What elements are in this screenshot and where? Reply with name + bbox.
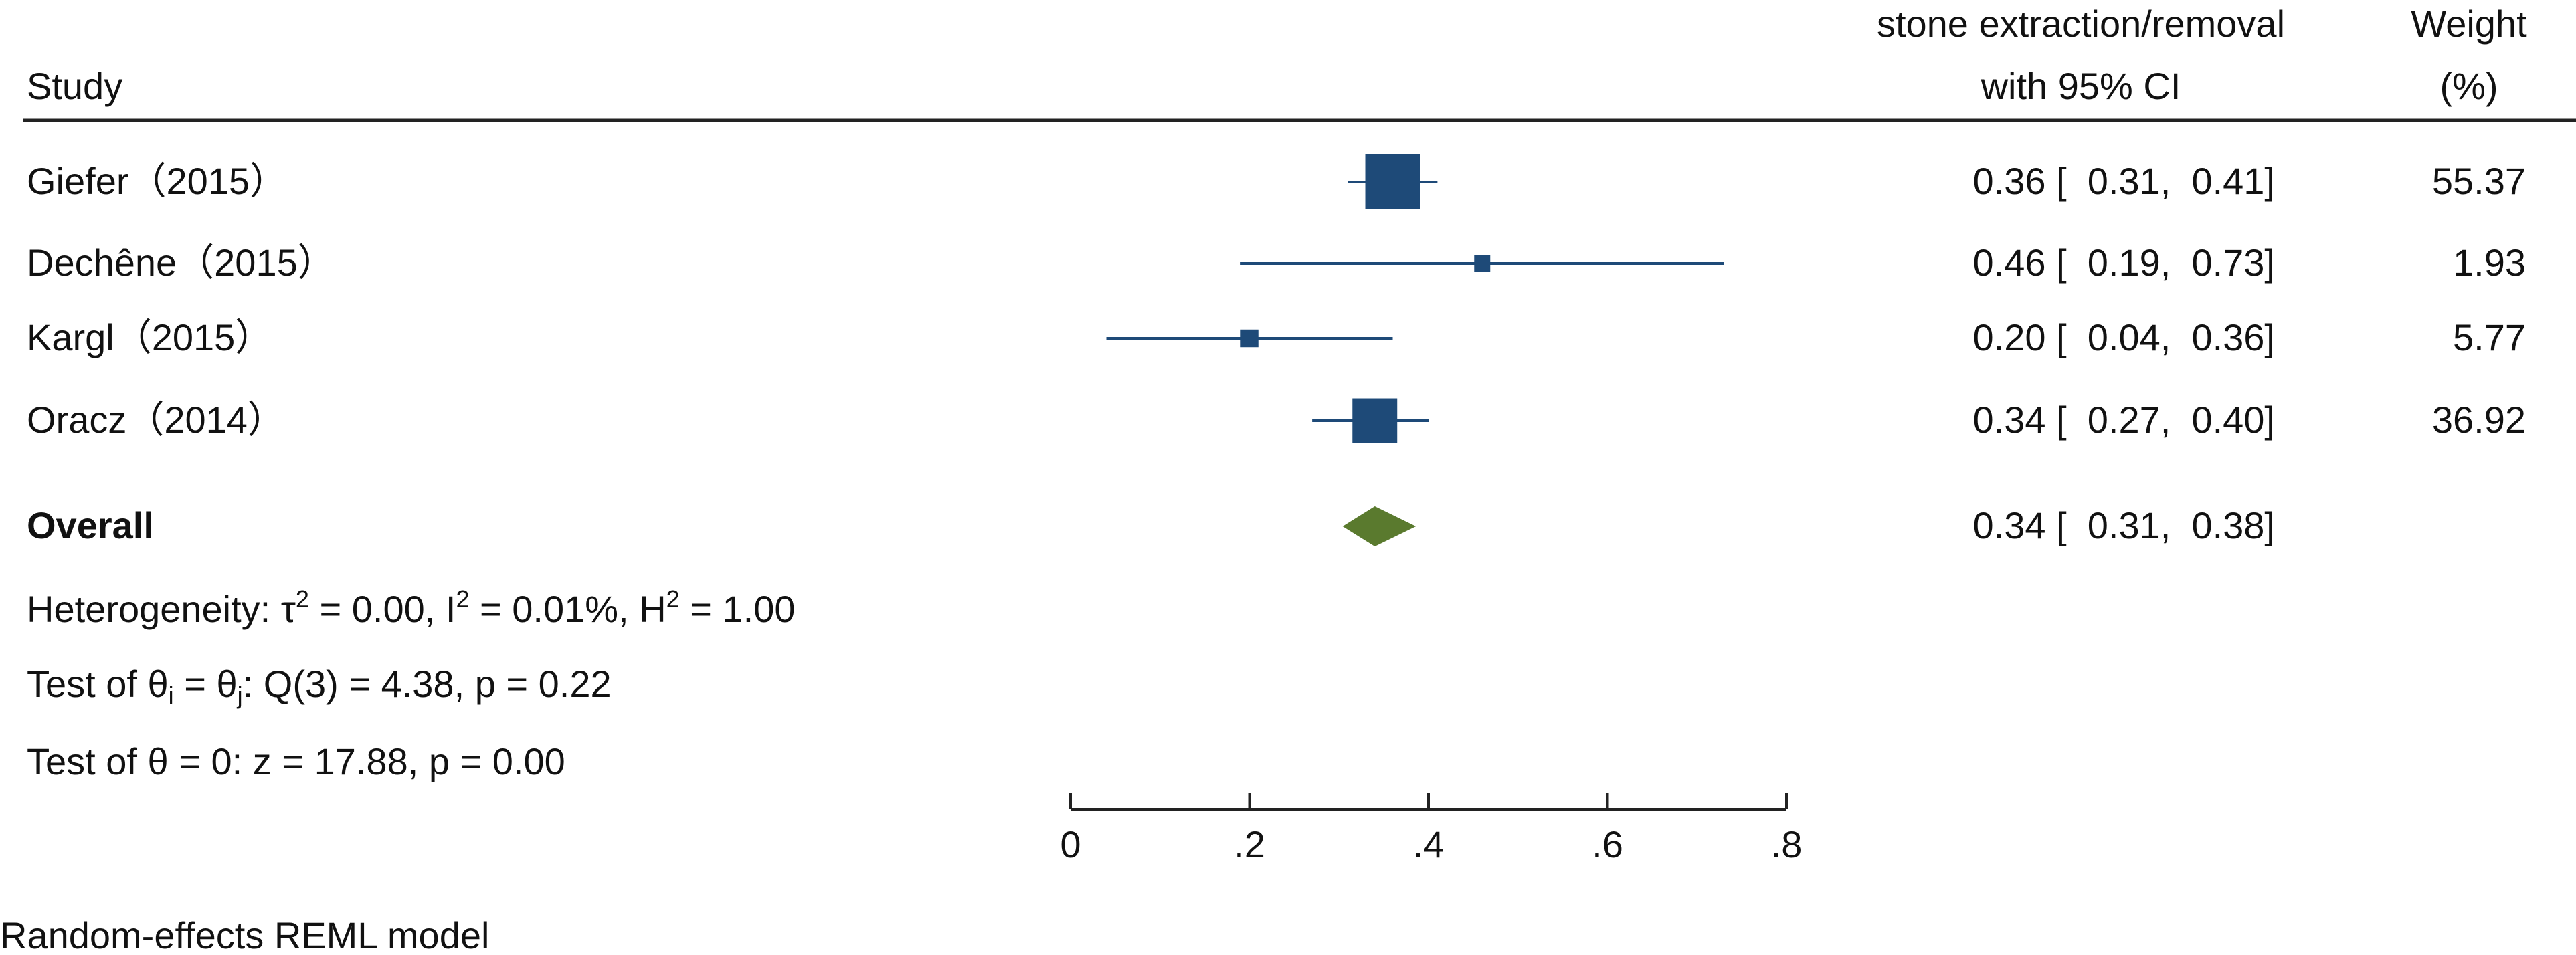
weight-column-header-line2: (%) [2440,65,2498,107]
study-column-header: Study [27,65,122,107]
study-weight: 5.77 [2453,316,2526,358]
study-row: Dechêne（2015） 0.46 [ 0.19, 0.73] 1.93 [27,241,2526,284]
study-effect-ci: 0.46 [ 0.19, 0.73] [1973,241,2275,284]
study-name: Giefer（2015） [27,160,287,202]
x-axis: 0 .2 .4 .6 .8 [1060,793,1802,865]
study-point-marker [1474,255,1491,272]
model-footnote: Random-effects REML model [0,914,489,955]
x-axis-tick-label: .8 [1771,823,1803,865]
x-axis-tick-label: 0 [1060,823,1081,865]
effect-column-header-line1: stone extraction/removal [1877,3,2285,45]
x-axis-tick-label: .6 [1592,823,1623,865]
study-effect-ci: 0.36 [ 0.31, 0.41] [1973,160,2275,202]
effect-column-header-line2: with 95% CI [1981,65,2181,107]
study-name: Oracz（2014） [27,399,285,441]
study-weight: 55.37 [2432,160,2526,202]
study-weight: 1.93 [2453,241,2526,284]
x-axis-tick-label: .4 [1413,823,1445,865]
overall-effect: 0.34 [ 0.31, 0.38] [1973,504,2275,546]
study-row: Giefer（2015） 0.36 [ 0.31, 0.41] 55.37 [27,154,2526,209]
x-axis-tick-label: .2 [1234,823,1265,865]
weight-column-header-line1: Weight [2411,3,2527,45]
study-row: Kargl（2015） 0.20 [ 0.04, 0.36] 5.77 [27,316,2526,358]
study-point-marker [1352,398,1398,443]
study-effect-ci: 0.34 [ 0.27, 0.40] [1973,399,2275,441]
study-weight: 36.92 [2432,399,2526,441]
test-theta-zero-text: Test of θ = 0: z = 17.88, p = 0.00 [27,740,565,782]
heterogeneity-text: Heterogeneity: τ2 = 0.00, I2 = 0.01%, H2… [27,585,795,630]
study-point-marker [1240,329,1259,348]
study-point-marker [1365,154,1420,209]
overall-label: Overall [27,504,154,546]
study-name: Dechêne（2015） [27,241,335,284]
overall-diamond [1342,506,1416,546]
study-effect-ci: 0.20 [ 0.04, 0.36] [1973,316,2275,358]
study-row: Oracz（2014） 0.34 [ 0.27, 0.40] 36.92 [27,398,2526,443]
study-name: Kargl（2015） [27,316,272,358]
study-rows: Giefer（2015） 0.36 [ 0.31, 0.41] 55.37 Dechê… [27,154,2526,443]
test-theta-ij-text: Test of θi = θj: Q(3) = 4.38, p = 0.22 [27,663,612,709]
